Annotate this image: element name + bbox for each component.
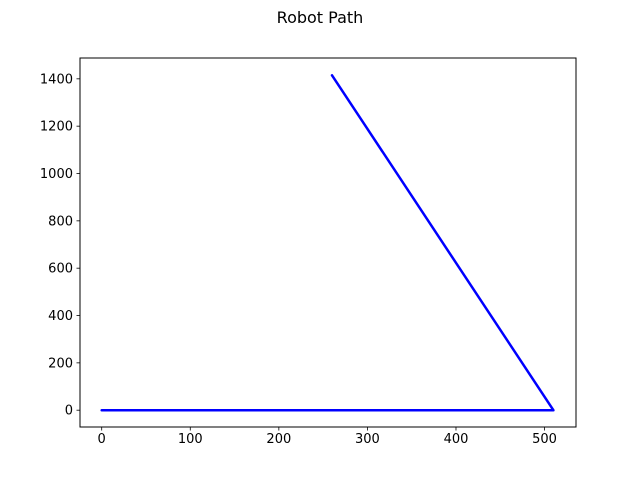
x-tick-label: 100 [178, 432, 203, 447]
y-tick-label: 400 [48, 309, 73, 324]
y-tick-label: 800 [48, 214, 73, 229]
path-line [100, 74, 555, 412]
x-tick-label: 400 [444, 432, 469, 447]
x-tick-label: 300 [355, 432, 380, 447]
y-axis: 0 200 400 600 800 1000 1200 1400 [40, 72, 80, 419]
x-axis: 0 100 200 300 400 500 [98, 427, 557, 447]
x-tick-label: 500 [532, 432, 557, 447]
x-tick-label: 200 [266, 432, 291, 447]
y-tick-label: 200 [48, 356, 73, 371]
y-tick-label: 1000 [40, 167, 73, 182]
chart-title: Robot Path [277, 8, 364, 27]
y-tick-label: 1200 [40, 120, 73, 135]
y-tick-label: 0 [65, 404, 73, 419]
series-layer [100, 74, 555, 412]
y-tick-label: 1400 [40, 72, 73, 87]
x-tick-label: 0 [98, 432, 106, 447]
plot-area-frame [79, 57, 577, 428]
y-tick-label: 600 [48, 262, 73, 277]
